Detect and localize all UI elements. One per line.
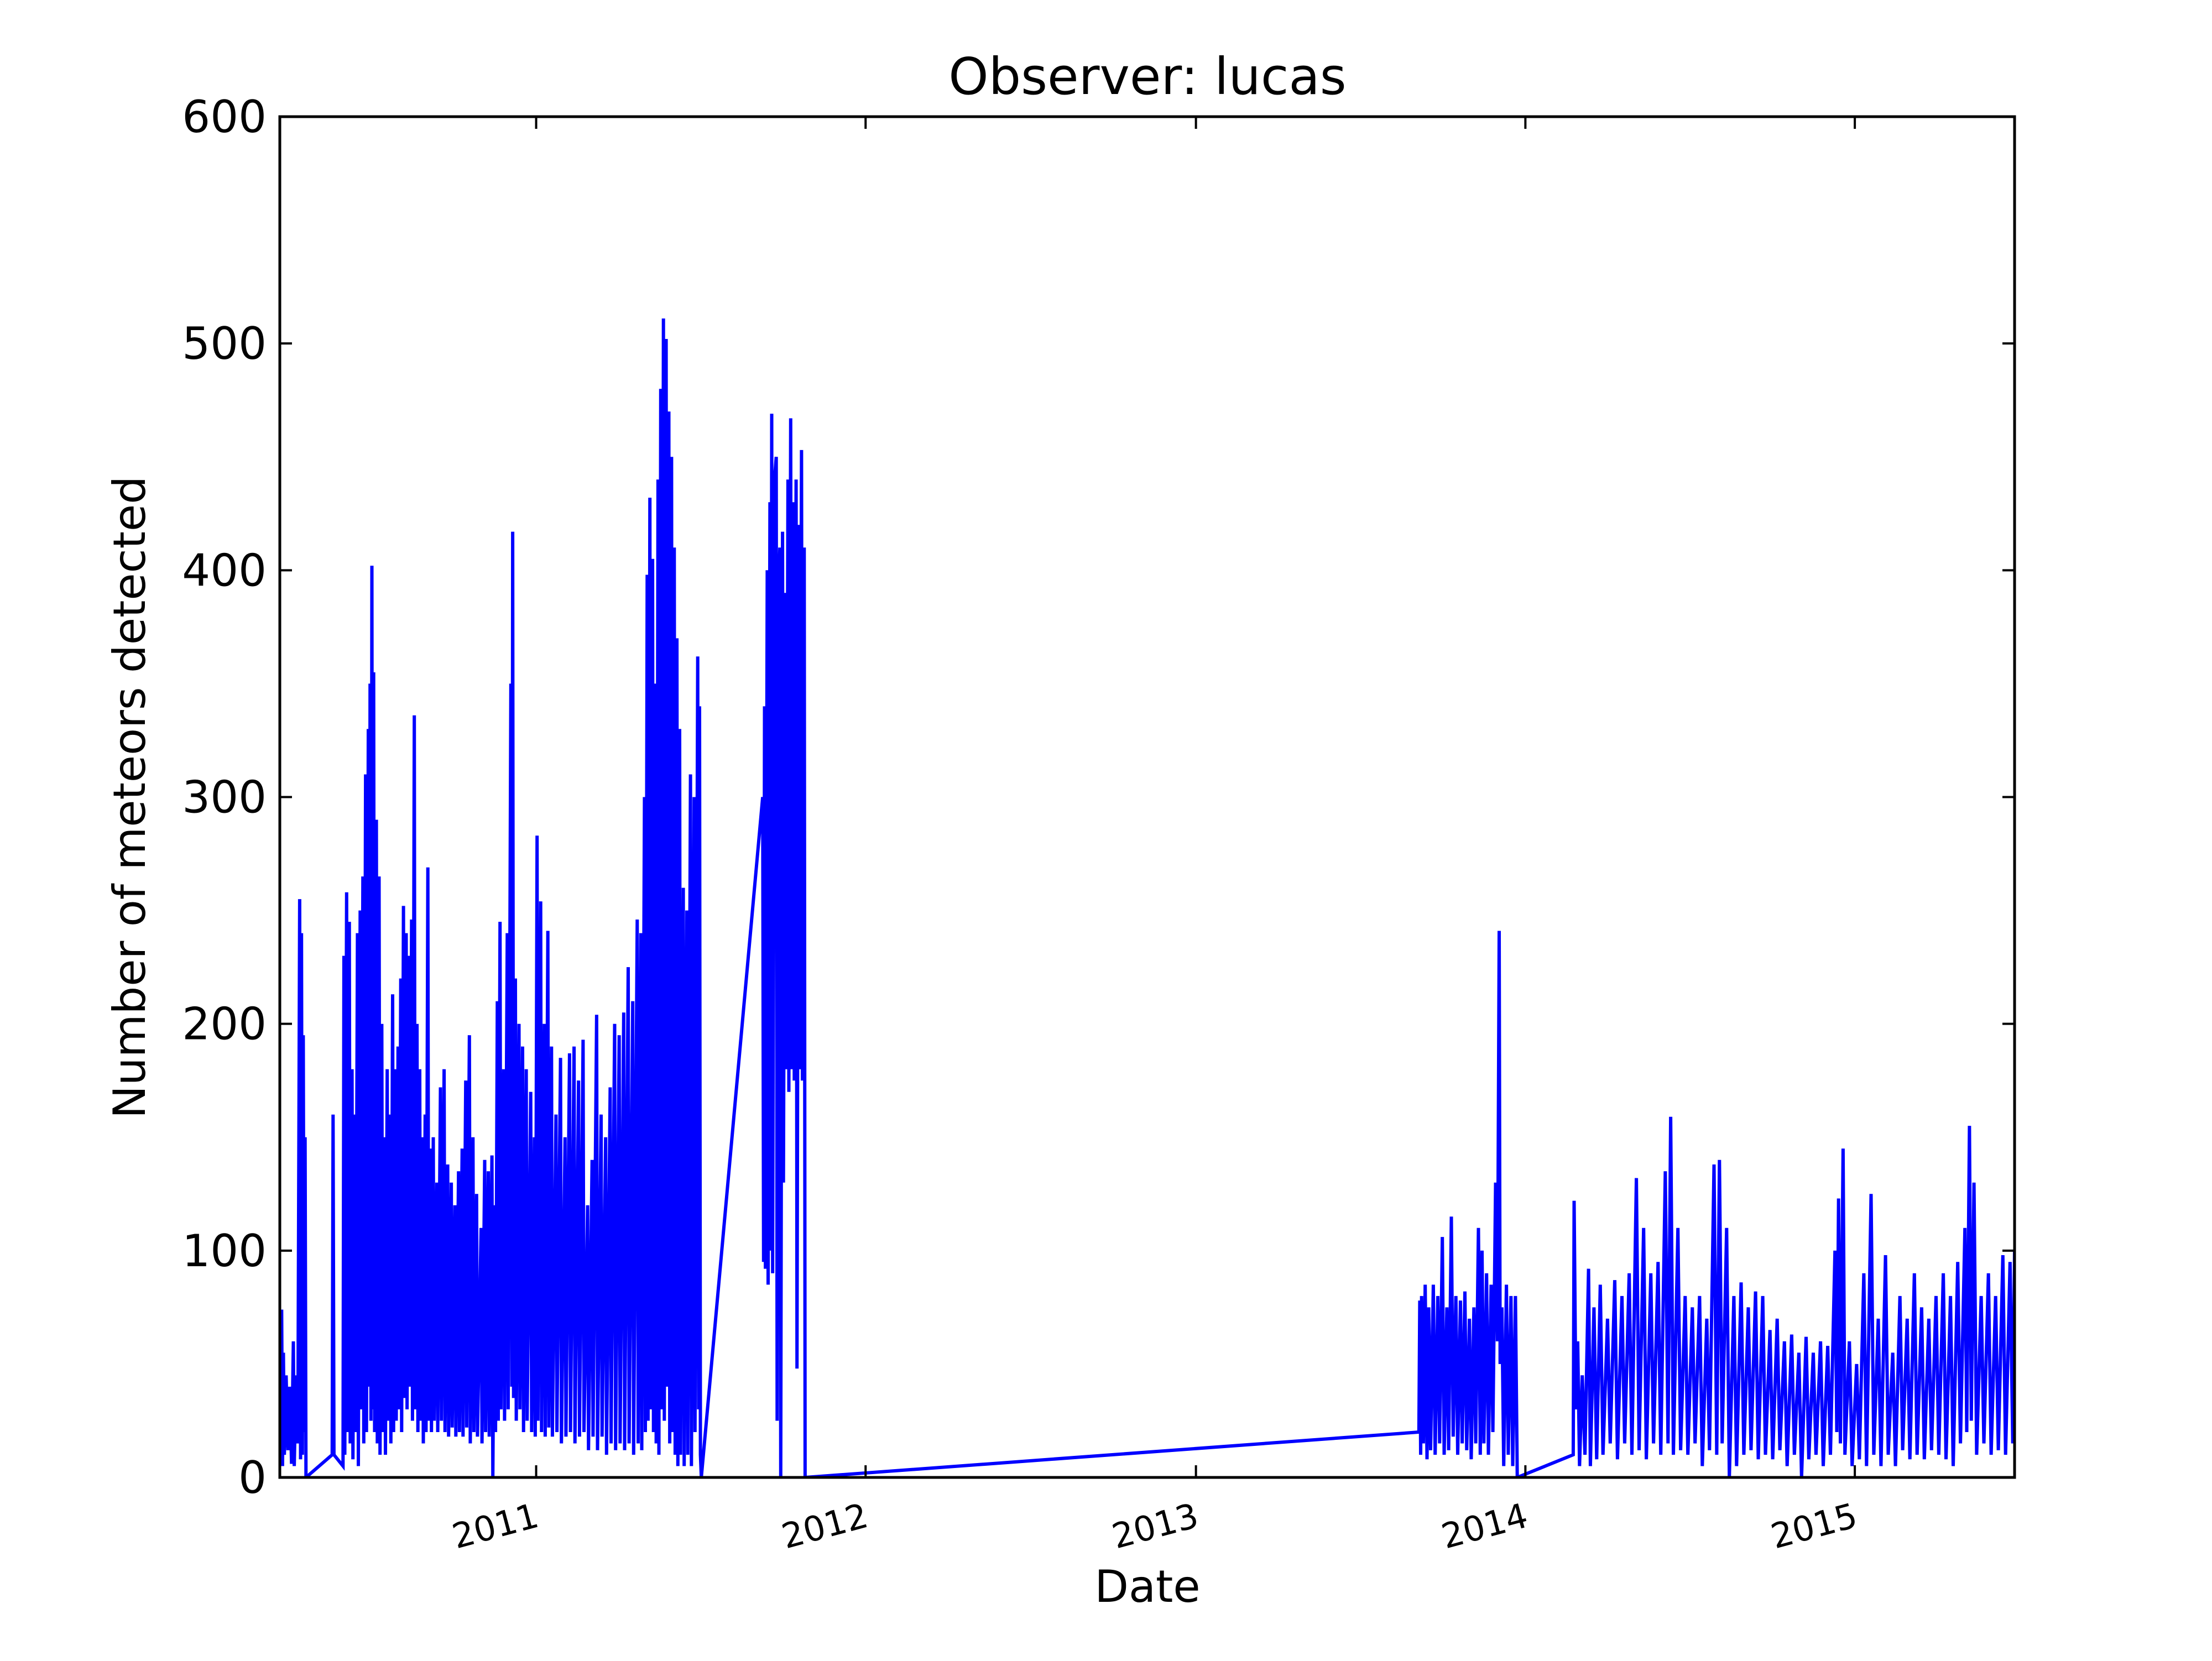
y-tick-label: 0 [238,1452,267,1503]
y-tick-label: 100 [182,1225,267,1277]
series-line-0 [280,318,2015,1477]
y-tick-label: 600 [182,91,267,143]
y-axis-label: Number of meteors detected [104,476,155,1119]
y-tick-label: 200 [182,999,267,1050]
y-tick-label: 500 [182,318,267,369]
y-tick-label: 300 [182,772,267,823]
y-tick-label: 400 [182,545,267,596]
chart-title: Observer: lucas [948,47,1346,106]
x-axis-label: Date [1094,1561,1200,1612]
